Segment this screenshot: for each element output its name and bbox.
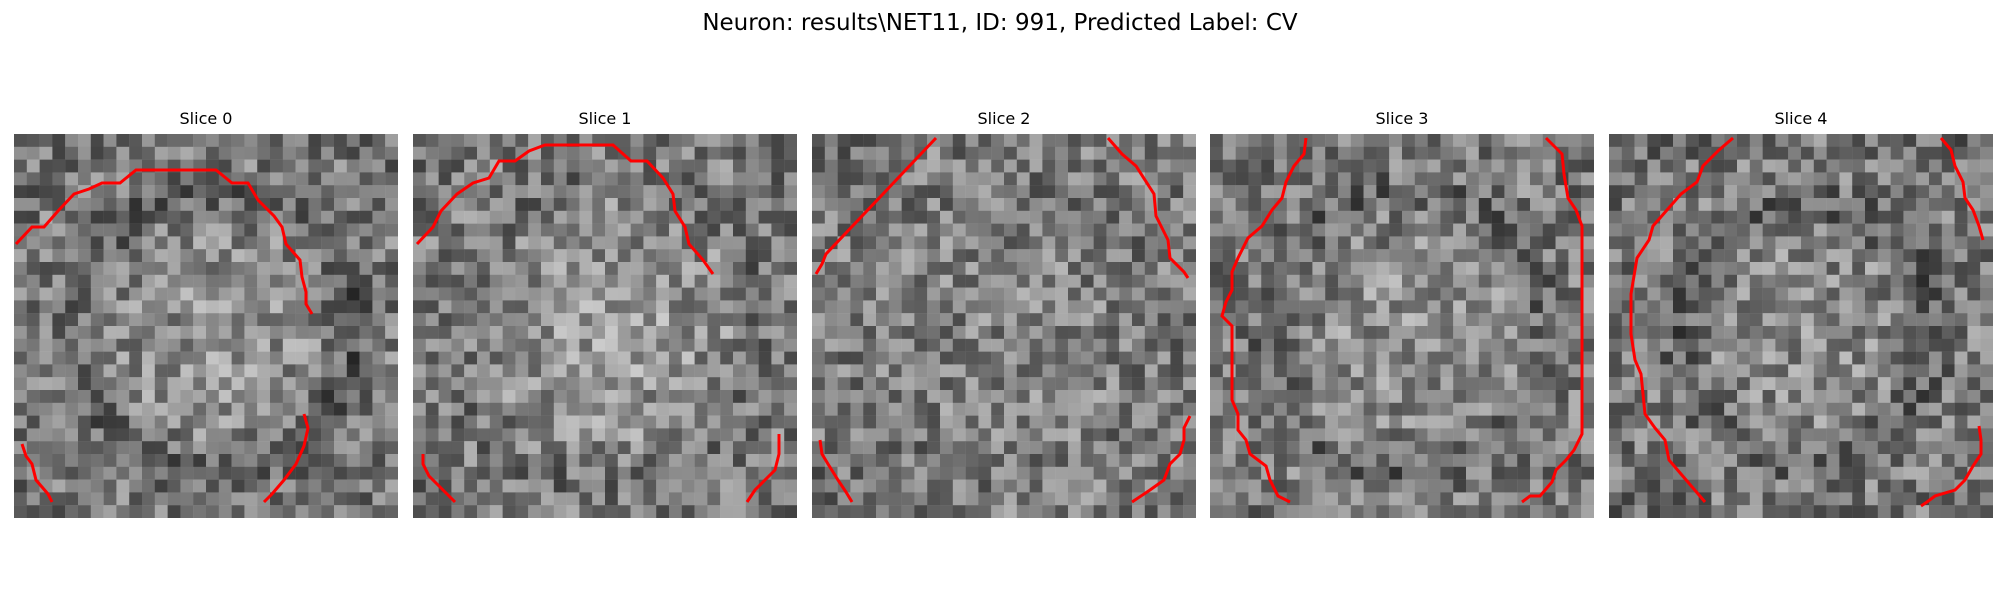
slice-panel-3: Slice 3 bbox=[1210, 108, 1594, 520]
slice-title: Slice 0 bbox=[179, 109, 233, 128]
contour-lines bbox=[1220, 136, 1584, 504]
slice-title: Slice 3 bbox=[1375, 109, 1429, 128]
contour-line bbox=[1939, 137, 1985, 241]
slice-image bbox=[812, 134, 1196, 518]
contour-line bbox=[1131, 415, 1192, 504]
contour-line bbox=[1106, 137, 1190, 279]
contour-lines bbox=[1629, 136, 1985, 508]
slice-image bbox=[1210, 134, 1594, 518]
contour-lines bbox=[814, 136, 1192, 504]
contour-line bbox=[1920, 425, 1983, 508]
contour-line bbox=[14, 168, 314, 315]
slice-image bbox=[413, 134, 797, 518]
contour-lines bbox=[415, 143, 781, 504]
slice-title: Slice 2 bbox=[977, 109, 1031, 128]
contour-line bbox=[262, 413, 310, 504]
contour-line bbox=[814, 136, 938, 275]
figure-title: Neuron: results\NET11, ID: 991, Predicte… bbox=[702, 10, 1298, 36]
contour-line bbox=[745, 434, 781, 503]
slice-panel-0: Slice 0 bbox=[14, 108, 398, 520]
slice-title: Slice 4 bbox=[1774, 109, 1828, 128]
contour-line bbox=[1629, 136, 1734, 503]
slice-title: Slice 1 bbox=[578, 109, 632, 128]
contour-line bbox=[415, 143, 715, 275]
contour-line bbox=[1220, 137, 1308, 504]
slice-image bbox=[1609, 134, 1993, 518]
slice-image bbox=[14, 134, 398, 518]
slice-panel-2: Slice 2 bbox=[812, 108, 1196, 520]
slice-panel-4: Slice 4 bbox=[1609, 108, 1993, 520]
contour-line bbox=[1521, 136, 1584, 504]
contour-line bbox=[421, 454, 457, 504]
contour-line bbox=[20, 443, 54, 503]
contour-line bbox=[818, 439, 854, 503]
slice-panel-1: Slice 1 bbox=[413, 108, 797, 520]
contour-lines bbox=[14, 168, 314, 504]
